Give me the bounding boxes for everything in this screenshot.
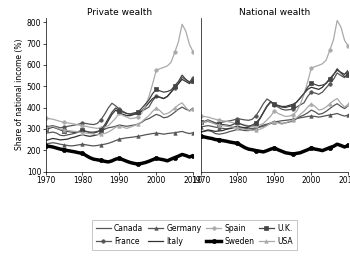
Legend: Canada, France, Germany, Italy, Spain, Sweden, U.K., USA: Canada, France, Germany, Italy, Spain, S… bbox=[92, 220, 296, 250]
Title: National wealth: National wealth bbox=[239, 8, 310, 17]
Title: Private wealth: Private wealth bbox=[87, 8, 152, 17]
Y-axis label: Share of national income (%): Share of national income (%) bbox=[15, 39, 24, 151]
